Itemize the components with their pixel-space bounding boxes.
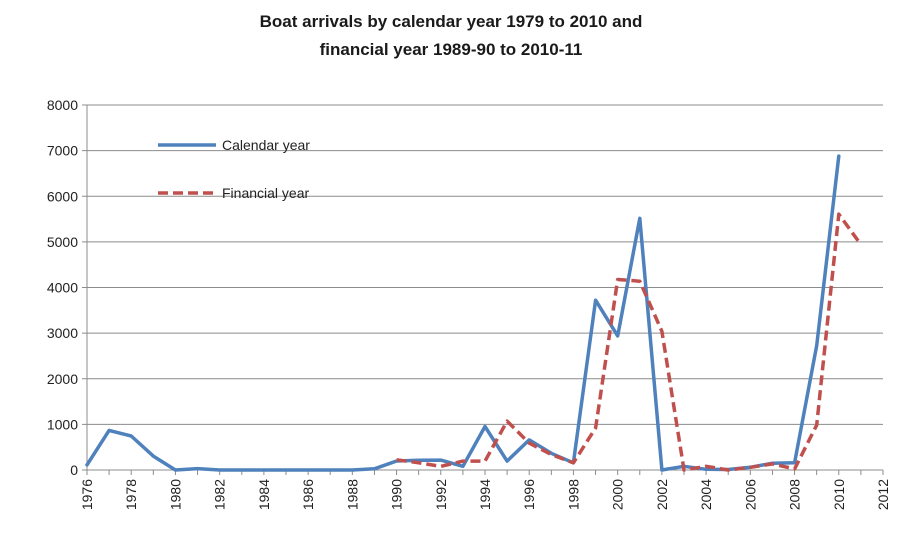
data-point — [527, 441, 531, 445]
y-tick-label: 1000 — [47, 416, 78, 432]
data-point — [638, 216, 642, 220]
data-point — [594, 298, 598, 302]
data-point — [306, 468, 310, 472]
data-point — [439, 458, 443, 462]
y-tick-label: 2000 — [47, 371, 78, 387]
legend-label: Financial year — [222, 185, 309, 201]
data-point — [350, 468, 354, 472]
x-tick-label: 2002 — [654, 479, 670, 510]
data-point — [815, 344, 819, 348]
legend-label: Calendar year — [222, 137, 310, 153]
x-tick-label: 1984 — [256, 479, 272, 510]
data-point — [107, 428, 111, 432]
y-axis-tick-labels: 0 1000 2000 3000 4000 5000 6000 7000 8000 — [47, 97, 78, 478]
chart-title-line-2: financial year 1989-90 to 2010-11 — [319, 40, 583, 59]
data-point — [815, 423, 819, 427]
data-point — [638, 279, 642, 283]
data-point — [483, 459, 487, 463]
data-point — [129, 434, 133, 438]
data-point — [196, 467, 200, 471]
y-tick-label: 5000 — [47, 234, 78, 250]
y-tick-label: 6000 — [47, 188, 78, 204]
data-point — [571, 461, 575, 465]
x-tick-label: 1976 — [79, 479, 95, 510]
data-point — [439, 464, 443, 468]
chart-title: Boat arrivals by calendar year 1979 to 2… — [0, 8, 902, 64]
data-point — [505, 459, 509, 463]
x-tick-label: 1980 — [167, 479, 183, 510]
data-point — [395, 458, 399, 462]
data-point — [483, 425, 487, 429]
data-point — [505, 419, 509, 423]
data-point — [616, 278, 620, 282]
x-tick-label: 2006 — [742, 479, 758, 510]
chart-title-line-1: Boat arrivals by calendar year 1979 to 2… — [259, 12, 643, 31]
x-tick-label: 1994 — [477, 479, 493, 510]
y-tick-label: 8000 — [47, 97, 78, 113]
data-point — [837, 154, 841, 158]
x-tick-label: 1982 — [212, 479, 228, 510]
x-tick-label: 1990 — [389, 479, 405, 510]
data-point — [616, 334, 620, 338]
x-tick-label: 2000 — [610, 479, 626, 510]
x-tick-label: 1978 — [123, 479, 139, 510]
data-point — [704, 464, 708, 468]
y-tick-label: 0 — [70, 462, 78, 478]
data-point — [549, 453, 553, 457]
x-tick-label: 1988 — [344, 479, 360, 510]
data-point — [173, 468, 177, 472]
x-tick-label: 2010 — [831, 479, 847, 510]
data-point — [218, 468, 222, 472]
y-tick-label: 3000 — [47, 325, 78, 341]
x-tick-label: 1986 — [300, 479, 316, 510]
data-point — [262, 468, 266, 472]
series-layer — [85, 154, 863, 472]
data-point — [461, 459, 465, 463]
y-tick-label: 7000 — [47, 143, 78, 159]
data-point — [594, 426, 598, 430]
series-line-financial-year — [396, 212, 863, 472]
data-point — [793, 467, 797, 471]
data-point — [328, 468, 332, 472]
data-point — [660, 329, 664, 333]
data-point — [417, 461, 421, 465]
legend: Calendar year Financial year — [158, 137, 310, 201]
x-tick-label: 1992 — [433, 479, 449, 510]
data-point — [726, 468, 730, 472]
axes — [82, 104, 884, 475]
data-point — [660, 468, 664, 472]
data-point — [859, 243, 863, 247]
data-point — [748, 465, 752, 469]
data-point — [461, 464, 465, 468]
y-tick-label: 4000 — [47, 280, 78, 296]
gridlines — [87, 104, 883, 425]
data-point — [770, 462, 774, 466]
data-point — [240, 468, 244, 472]
x-tick-label: 1998 — [565, 479, 581, 510]
x-tick-label: 2004 — [698, 479, 714, 510]
data-point — [682, 468, 686, 472]
data-point — [151, 454, 155, 458]
x-tick-label: 1996 — [521, 479, 537, 510]
x-axis-tick-labels: 1976 1978 1980 1982 1984 1986 1988 1990 1992 1994… — [79, 479, 891, 510]
data-point — [372, 467, 376, 471]
x-tick-label: 2008 — [787, 479, 803, 510]
data-point — [85, 463, 89, 467]
series-line-calendar-year — [85, 154, 841, 472]
data-point — [284, 468, 288, 472]
data-point — [837, 212, 841, 216]
x-tick-label: 2012 — [875, 479, 891, 510]
